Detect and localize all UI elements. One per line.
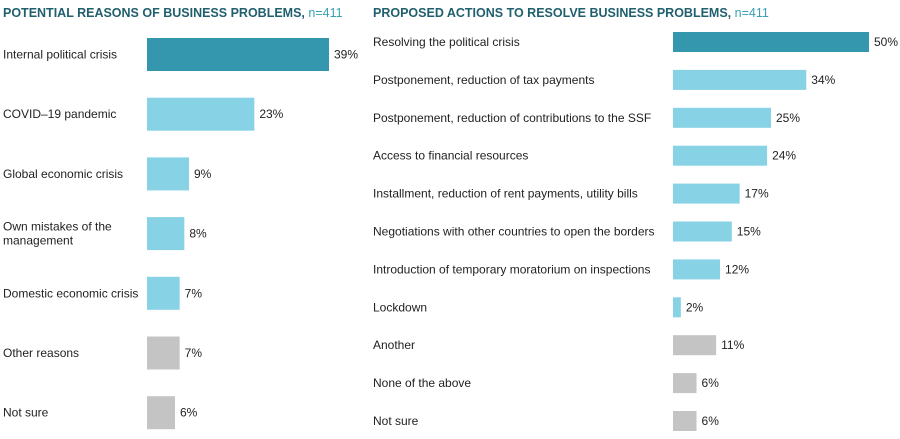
left-category-label-0: Internal political crisis [3,48,117,62]
left-bar-2 [147,157,189,191]
right-category-label-3: Access to financial resources [373,149,528,163]
right-bar-9 [673,373,697,394]
left-chart-sample-size: n=411 [308,6,343,20]
right-category-label-0: Resolving the political crisis [373,35,520,49]
right-bar-10 [673,411,697,431]
left-bar-6 [147,396,175,430]
right-category-label-6: Introduction of temporary moratorium on … [373,262,650,276]
right-bar-3 [673,145,768,166]
left-bar-1 [147,97,255,131]
left-bar-5 [147,336,180,370]
left-chart-title-text: POTENTIAL REASONS OF BUSINESS PROBLEMS, [3,6,305,20]
left-bar-3 [147,217,185,251]
left-category-label-1: COVID–19 pandemic [3,107,116,121]
left-value-label-0: 39% [334,48,358,62]
right-bar-4 [673,183,740,204]
right-value-label-7: 2% [686,300,704,314]
right-value-label-0: 50% [874,35,898,49]
left-value-label-4: 7% [185,286,203,300]
right-category-label-10: Not sure [373,414,419,428]
right-chart-title-text: PROPOSED ACTIONS TO RESOLVE BUSINESS PRO… [373,6,732,20]
right-bar-7 [673,297,681,318]
right-bar-2 [673,107,771,128]
right-value-label-8: 11% [721,338,744,352]
left-category-label-2: Global economic crisis [3,167,123,181]
right-bar-5 [673,221,732,242]
right-bar-1 [673,69,807,90]
left-value-label-2: 9% [194,167,212,181]
left-value-label-5: 7% [185,346,203,360]
right-bar-0 [673,32,869,52]
right-bar-8 [673,335,717,356]
left-category-label-6: Not sure [3,406,49,420]
right-category-label-5: Negotiations with other countries to ope… [373,225,655,239]
left-bar-0 [147,38,329,71]
right-value-label-3: 24% [772,149,796,163]
right-category-label-7: Lockdown [373,300,427,314]
right-value-label-10: 6% [702,414,720,428]
left-value-label-1: 23% [259,107,283,121]
left-category-label-4: Domestic economic crisis [3,286,138,300]
right-category-label-1: Postponement, reduction of tax payments [373,73,594,87]
right-value-label-1: 34% [811,73,835,87]
left-category-label-5: Other reasons [3,346,79,360]
right-chart-panel: PROPOSED ACTIONS TO RESOLVE BUSINESS PRO… [372,0,900,439]
right-chart-title: PROPOSED ACTIONS TO RESOLVE BUSINESS PRO… [373,6,769,20]
left-value-label-6: 6% [180,406,198,420]
right-value-label-5: 15% [737,225,761,239]
left-bar-4 [147,276,180,310]
right-value-label-9: 6% [702,376,720,390]
right-chart-sample-size: n=411 [734,6,769,20]
right-value-label-2: 25% [776,111,800,125]
right-value-label-6: 12% [725,262,749,276]
right-category-label-4: Installment, reduction of rent payments,… [373,187,638,201]
left-chart-panel: POTENTIAL REASONS OF BUSINESS PROBLEMS, … [0,0,360,439]
right-category-label-9: None of the above [373,376,471,390]
right-category-label-8: Another [373,338,415,352]
left-category-label-3: Own mistakes of the management [3,220,112,248]
right-value-label-4: 17% [745,187,769,201]
right-bar-chart: Resolving the political crisis 50% Postpon… [373,32,898,431]
left-value-label-3: 8% [189,227,207,241]
left-bar-chart: Internal political crisis 39% COVID–19 pan… [3,38,358,430]
left-chart-title: POTENTIAL REASONS OF BUSINESS PROBLEMS, … [3,6,343,20]
right-bar-6 [673,259,721,280]
right-category-label-2: Postponement, reduction of contributions… [373,111,651,125]
